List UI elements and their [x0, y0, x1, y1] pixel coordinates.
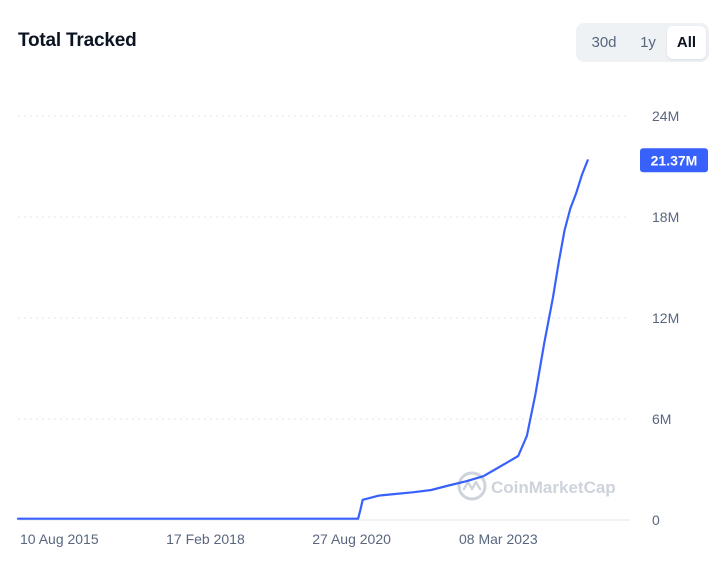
- time-range-selector: 30d 1y All: [576, 23, 709, 62]
- y-tick-label: 24M: [652, 108, 679, 124]
- watermark: CoinMarketCap: [457, 471, 616, 501]
- series-line-total-tracked: [16, 159, 589, 520]
- x-tick-label: 08 Mar 2023: [459, 531, 538, 547]
- x-tick-label: 27 Aug 2020: [312, 531, 391, 547]
- coinmarketcap-logo-icon: [457, 471, 487, 501]
- x-axis: 10 Aug 2015 17 Feb 2018 27 Aug 2020 08 Mar …: [20, 531, 538, 547]
- range-tab-all[interactable]: All: [667, 26, 706, 59]
- x-tick-label: 17 Feb 2018: [166, 531, 245, 547]
- watermark-label: CoinMarketCap: [491, 478, 616, 497]
- y-axis: 0 6M 12M 18M 24M: [652, 108, 679, 528]
- y-tick-label: 18M: [652, 209, 679, 225]
- value-badge-label: 21.37M: [651, 152, 698, 168]
- x-tick-label: 10 Aug 2015: [20, 531, 99, 547]
- current-value-badge: 21.37M: [640, 148, 708, 173]
- y-tick-label: 12M: [652, 310, 679, 326]
- y-tick-label: 0: [652, 512, 660, 528]
- series-layer: [16, 159, 589, 520]
- grid-lines: [18, 115, 630, 420]
- y-tick-label: 6M: [652, 411, 671, 427]
- range-tab-1y[interactable]: 1y: [640, 34, 656, 51]
- value-badge-background: [640, 148, 708, 173]
- range-tab-30d[interactable]: 30d: [591, 34, 617, 51]
- chart-title: Total Tracked: [18, 30, 137, 51]
